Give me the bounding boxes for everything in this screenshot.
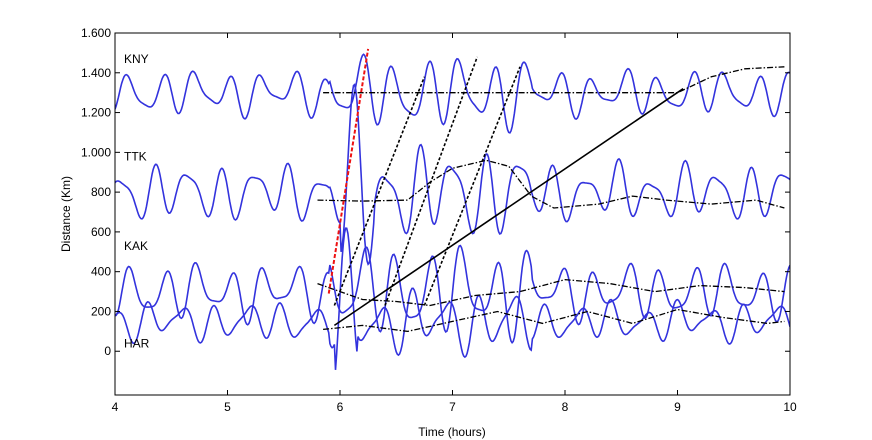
x-tick-label: 9 [674,400,681,414]
y-axis-label: Distance (Km) [59,176,73,252]
plot-layer [115,48,790,370]
dotted-line-2 [384,56,479,306]
x-tick-label: 10 [783,400,797,414]
dotted-line-1 [333,76,426,306]
y-tick-label: 1.600 [81,26,111,40]
dashdot-track-1 [323,66,785,94]
x-tick-label: 6 [337,400,344,414]
waveform-kny [115,53,790,134]
y-tick-label: 1.200 [81,106,111,120]
x-tick-label: 8 [562,400,569,414]
y-tick-label: 800 [91,185,111,199]
red-dashed-line [327,48,370,294]
y-tick-label: 0 [104,344,111,358]
y-tick-label: 600 [91,225,111,239]
waveform-har [115,227,790,370]
y-tick-label: 1.000 [81,145,111,159]
x-tick-label: 4 [112,400,119,414]
x-tick-label: 7 [449,400,456,414]
axes-layer: 4 5 6 7 8 9 10 0 200 400 600 800 1.000 1.200 1.400 1.60… [81,26,797,414]
x-axis-label: Time (hours) [418,425,486,439]
station-label-kny: KNY [124,52,149,66]
station-label-har: HAR [124,336,150,350]
dashdot-track-4 [323,308,785,333]
dashdot-track-3 [317,278,785,307]
y-tick-label: 200 [91,304,111,318]
solid-fit-line [333,88,684,327]
waveform-ttk [115,83,790,266]
waveform-kak [115,244,790,344]
y-tick-label: 1.400 [81,66,111,80]
x-tick-label: 5 [224,400,231,414]
station-label-kak: KAK [124,239,148,253]
y-tick-label: 400 [91,265,111,279]
dotted-line-3 [423,66,521,306]
station-label-ttk: TTK [124,149,147,163]
